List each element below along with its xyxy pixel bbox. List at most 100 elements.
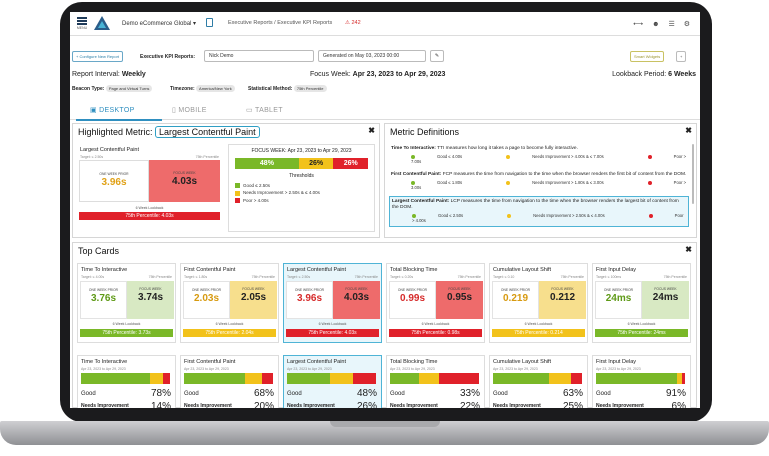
metric-card-target: Target: ≤ 0.20s — [390, 275, 414, 279]
lock-icon — [206, 18, 213, 27]
distribution-metric-card[interactable]: Largest Contentful Paint Apr 23, 2023 to… — [283, 355, 382, 408]
prev-week-value: 3.96s — [101, 177, 127, 188]
report-select-value: Nick Demo — [209, 53, 234, 59]
alert-icon: ⚠ — [345, 20, 350, 26]
definition-fcp: First Contentful Paint: FCP measures the… — [389, 170, 689, 196]
user-icon[interactable]: ☻ — [652, 21, 660, 28]
beacon-label: Beacon Type: — [72, 86, 105, 92]
metric-card[interactable]: Time To Interactive Target: ≤ 4.00s 75th… — [77, 263, 176, 343]
close-icon[interactable]: ✖ — [368, 126, 375, 135]
book-icon[interactable]: ☰ — [668, 21, 675, 28]
metric-focus-value: 0.95s — [446, 292, 473, 303]
distribution-metric-card[interactable]: Time To Interactive Apr 23, 2023 to Apr … — [77, 355, 176, 408]
dist-good-pct: 33% — [459, 388, 480, 399]
ni-dot-icon — [506, 180, 511, 185]
metric-card[interactable]: Largest Contentful Paint Target: ≤ 2.50s… — [283, 263, 382, 343]
menu-button[interactable]: MENU — [74, 15, 90, 33]
dist-card-range: Apr 23, 2023 to Apr 29, 2023 — [390, 367, 435, 371]
threshold-good-text: Good ≤ 2.50s — [243, 183, 270, 188]
smart-widgets-button[interactable]: Smart Widgets — [630, 51, 665, 62]
definition-fcp-name: First Contentful Paint: — [391, 172, 442, 177]
metric-card[interactable]: First Input Delay Target: ≤ 100ms 75th P… — [592, 263, 691, 343]
dist-card-bar — [390, 373, 479, 384]
laptop-notch — [330, 421, 440, 427]
report-select[interactable]: Nick Demo — [204, 50, 314, 62]
tab-mobile[interactable]: ▯ MOBILE — [172, 106, 207, 114]
metric-p75-bar: 75th Percentile: 0.214 — [492, 329, 585, 337]
beacon-chip[interactable]: Page and Virtual Turns — [105, 85, 153, 92]
metric-focus-label: FOCUS WEEK — [551, 287, 574, 291]
metric-prev-value: 3.96s — [296, 293, 323, 304]
metric-prev-label: ONE WEEK PRIOR — [294, 288, 325, 292]
gear-icon[interactable]: ⚙ — [683, 21, 690, 28]
report-info-bar: Report Interval: Weekly Focus Week: Apr … — [70, 69, 700, 81]
share-icon[interactable]: ⟷ — [633, 21, 644, 28]
alert-badge[interactable]: ⚠ 242 — [345, 20, 361, 26]
distribution-metric-card[interactable]: Cumulative Layout Shift Apr 23, 2023 to … — [489, 355, 588, 408]
highlighted-card: Largest Contentful Paint Target: ≤ 2.50s… — [77, 144, 222, 232]
add-widget-button[interactable]: + — [676, 51, 687, 62]
metric-focus-label: FOCUS WEEK — [654, 287, 677, 291]
metric-card[interactable]: Cumulative Layout Shift Target: ≤ 0.10 7… — [489, 263, 588, 343]
definition-fcp-text: First Contentful Paint: FCP measures the… — [391, 172, 687, 178]
metric-focus-label: FOCUS WEEK — [448, 287, 471, 291]
distribution-metric-card[interactable]: First Contentful Paint Apr 23, 2023 to A… — [180, 355, 279, 408]
close-icon[interactable]: ✖ — [685, 245, 692, 254]
metric-card-method: 75th Percentile — [457, 275, 481, 279]
pin-icon: ✎ — [434, 53, 440, 59]
fcp-ni: Needs Improvement > 1.80s & ≤ 3.00s — [532, 180, 604, 185]
dist-poor-segment — [682, 373, 685, 384]
distribution-poor-segment: 26% — [333, 158, 368, 169]
definitions-scrollbar[interactable] — [692, 144, 694, 204]
dist-ni-label: Needs Improvement — [596, 403, 644, 408]
distribution-metric-card[interactable]: Total Blocking Time Apr 23, 2023 to Apr … — [386, 355, 485, 408]
dist-ni-label: Needs Improvement — [493, 403, 541, 408]
metric-card[interactable]: Total Blocking Time Target: ≤ 0.20s 75th… — [386, 263, 485, 343]
pin-button[interactable]: ✎ — [430, 50, 444, 62]
threshold-poor-text: Poor > 4.00s — [243, 197, 269, 203]
menu-label: MENU — [76, 26, 88, 30]
dist-ni-segment — [329, 373, 353, 384]
lookback-period: Lookback Period: 6 Weeks — [612, 71, 696, 78]
distribution-metric-card[interactable]: First Input Delay Apr 23, 2023 to Apr 29… — [592, 355, 691, 408]
metric-focus-label: FOCUS WEEK — [345, 287, 368, 291]
metric-card-target: Target: ≤ 4.00s — [81, 275, 105, 279]
metric-card-method: 75th Percentile — [354, 275, 378, 279]
lcp-ni: Needs Improvement > 2.50s & ≤ 4.00s — [533, 213, 605, 218]
dist-card-bar — [596, 373, 685, 384]
definition-fcp-thresholds: Good ≤ 1.80s Needs Improvement > 1.80s & … — [411, 180, 687, 190]
top-cards-title: Top Cards — [78, 246, 120, 256]
poor-dot-icon — [647, 180, 652, 185]
metric-card-method: 75th Percentile — [148, 275, 172, 279]
distribution-good-segment: 48% — [235, 158, 299, 169]
focus-week-label: Focus Week: — [310, 71, 351, 78]
metric-lookback: 6 Week Lookback — [524, 322, 553, 326]
dist-good-pct: 48% — [356, 388, 377, 399]
tab-desktop[interactable]: ▣ DESKTOP — [90, 106, 135, 114]
breadcrumb[interactable]: Executive Reports / Executive KPI Report… — [228, 20, 333, 26]
definition-tti-name: Time To Interactive: — [391, 146, 436, 151]
timezone-chip[interactable]: America/New York — [196, 85, 235, 92]
configure-report-button[interactable]: + Configure New Report — [72, 51, 124, 62]
report-interval-value: Weekly — [121, 71, 146, 78]
tab-desktop-label: DESKTOP — [99, 107, 135, 114]
tab-tablet[interactable]: ▭ TABLET — [246, 106, 283, 114]
metric-card[interactable]: First Contentful Paint Target: ≤ 1.80s 7… — [180, 263, 279, 343]
highlighted-method: 75th Percentile — [195, 155, 219, 159]
generated-select-value: Generated on May 03, 2023 00:00 — [323, 53, 400, 59]
report-interval-label: Report Interval: — [72, 71, 120, 78]
site-selector[interactable]: Demo eCommerce Global ▾ — [122, 20, 196, 27]
metric-definitions-panel: Metric Definitions ✖ Time To Interactive… — [384, 123, 697, 238]
threshold-poor: Poor > 4.00s — [235, 198, 374, 203]
beacon-filter: Beacon Type: Page and Virtual Turns — [72, 85, 153, 92]
close-icon[interactable]: ✖ — [685, 126, 692, 135]
definition-tti-text: Time To Interactive: TTI measures how lo… — [391, 146, 687, 152]
metric-focus-box: FOCUS WEEK 3.74s — [127, 281, 174, 319]
method-chip[interactable]: 75th Percentile — [293, 85, 327, 92]
metric-card-method: 75th Percentile — [560, 275, 584, 279]
generated-select[interactable]: Generated on May 03, 2023 00:00 — [318, 50, 426, 62]
dist-card-title: First Contentful Paint — [184, 359, 236, 365]
definition-tti-desc: TTI measures how long it takes a page to… — [437, 146, 578, 151]
metric-lookback: 6 Week Lookback — [627, 322, 656, 326]
prev-week-label: ONE WEEK PRIOR — [99, 172, 129, 176]
